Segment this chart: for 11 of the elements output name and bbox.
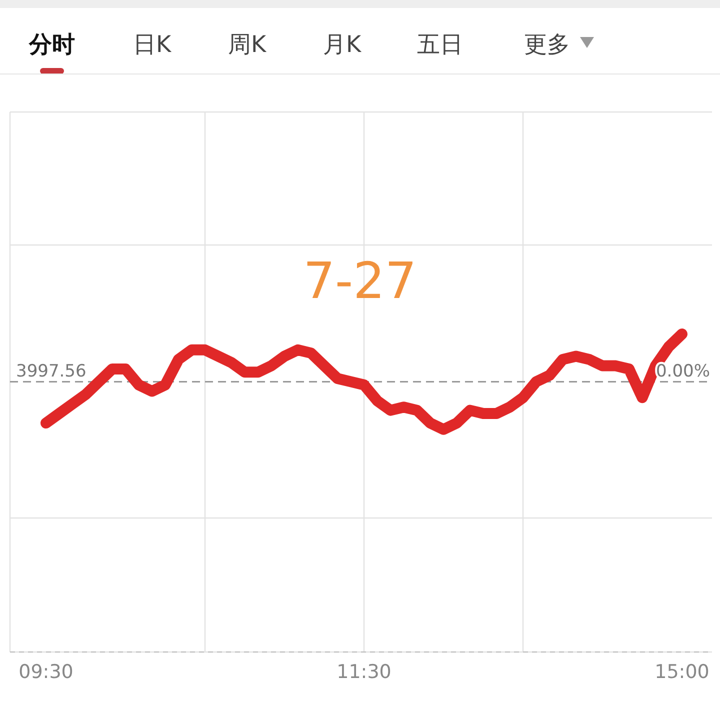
text: 五日 [417, 32, 463, 58]
text: 日K [132, 32, 172, 58]
x-tick-label: 11:30 [336, 661, 392, 683]
text: 月K [322, 32, 362, 58]
text: 周K [228, 32, 267, 58]
x-tick-label: 15:00 [654, 661, 710, 683]
text: 更多 [524, 32, 570, 58]
text: 分时 [28, 32, 75, 58]
chart-title: 7-27 [303, 252, 417, 310]
annotation: 3997.56 [16, 362, 86, 382]
x-tick-label: 09:30 [18, 661, 74, 683]
